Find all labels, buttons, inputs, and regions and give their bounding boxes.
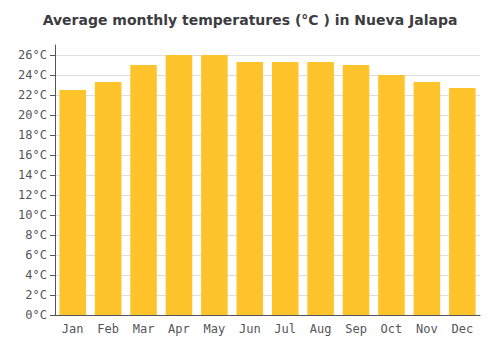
svg-text:Jan: Jan bbox=[62, 322, 84, 336]
svg-text:Aug: Aug bbox=[310, 322, 332, 336]
svg-text:Average monthly temperatures (: Average monthly temperatures (°C ) in Nu… bbox=[43, 12, 458, 28]
svg-text:26°C: 26°C bbox=[18, 48, 47, 62]
svg-text:May: May bbox=[204, 322, 226, 336]
svg-text:18°C: 18°C bbox=[18, 128, 47, 142]
svg-text:14°C: 14°C bbox=[18, 168, 47, 182]
svg-text:12°C: 12°C bbox=[18, 188, 47, 202]
svg-text:Jun: Jun bbox=[239, 322, 261, 336]
svg-text:16°C: 16°C bbox=[18, 148, 47, 162]
svg-text:2°C: 2°C bbox=[25, 288, 47, 302]
svg-text:22°C: 22°C bbox=[18, 88, 47, 102]
svg-text:Feb: Feb bbox=[97, 322, 119, 336]
svg-text:Dec: Dec bbox=[451, 322, 473, 336]
svg-text:Jul: Jul bbox=[274, 322, 296, 336]
svg-text:Nov: Nov bbox=[416, 322, 438, 336]
svg-text:8°C: 8°C bbox=[25, 228, 47, 242]
svg-text:Sep: Sep bbox=[345, 322, 367, 336]
svg-text:0°C: 0°C bbox=[25, 308, 47, 322]
svg-text:Oct: Oct bbox=[381, 322, 403, 336]
svg-text:6°C: 6°C bbox=[25, 248, 47, 262]
svg-text:Apr: Apr bbox=[168, 322, 190, 336]
svg-text:4°C: 4°C bbox=[25, 268, 47, 282]
svg-text:24°C: 24°C bbox=[18, 68, 47, 82]
svg-text:20°C: 20°C bbox=[18, 108, 47, 122]
svg-text:10°C: 10°C bbox=[18, 208, 47, 222]
svg-text:Mar: Mar bbox=[133, 322, 155, 336]
